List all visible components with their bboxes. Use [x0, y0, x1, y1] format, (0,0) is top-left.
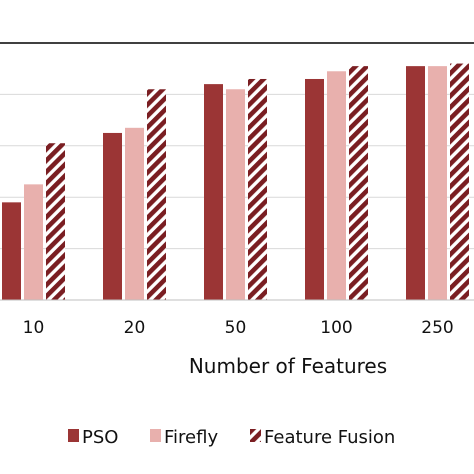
x-tick-labels: 10 20 50 100 250	[23, 318, 454, 338]
bar-pso-20	[103, 132, 122, 300]
bar-pso-100	[305, 78, 324, 300]
legend-label-firefly: Firefly	[164, 427, 218, 448]
legend: PSO Firefly Feature Fusion	[68, 427, 395, 448]
legend-swatch-feature-fusion	[250, 429, 261, 442]
bar-feature-fusion-100	[349, 66, 368, 300]
legend-swatch-firefly	[150, 429, 161, 442]
bar-feature-fusion-10	[46, 143, 65, 300]
bar-feature-fusion-20	[147, 89, 166, 300]
bar-firefly-50	[226, 89, 245, 300]
bar-firefly-100	[327, 71, 346, 301]
bars	[2, 63, 469, 301]
bar-firefly-250	[428, 66, 447, 300]
legend-label-pso: PSO	[82, 427, 118, 448]
x-tick-label: 10	[23, 318, 45, 338]
x-tick-label: 50	[225, 318, 247, 338]
x-tick-label: 20	[124, 318, 146, 338]
bar-pso-10	[2, 202, 21, 300]
bar-feature-fusion-250	[450, 63, 469, 301]
legend-swatch-pso	[68, 429, 79, 442]
bar-feature-fusion-50	[248, 78, 267, 300]
bar-pso-50	[204, 84, 223, 301]
bar-pso-250	[406, 66, 425, 300]
bar-firefly-20	[125, 127, 144, 300]
x-axis-title: Number of Features	[189, 354, 387, 378]
bar-firefly-10	[24, 184, 43, 300]
x-tick-label: 250	[421, 318, 453, 338]
legend-label-feature-fusion: Feature Fusion	[264, 427, 395, 448]
x-tick-label: 100	[320, 318, 352, 338]
